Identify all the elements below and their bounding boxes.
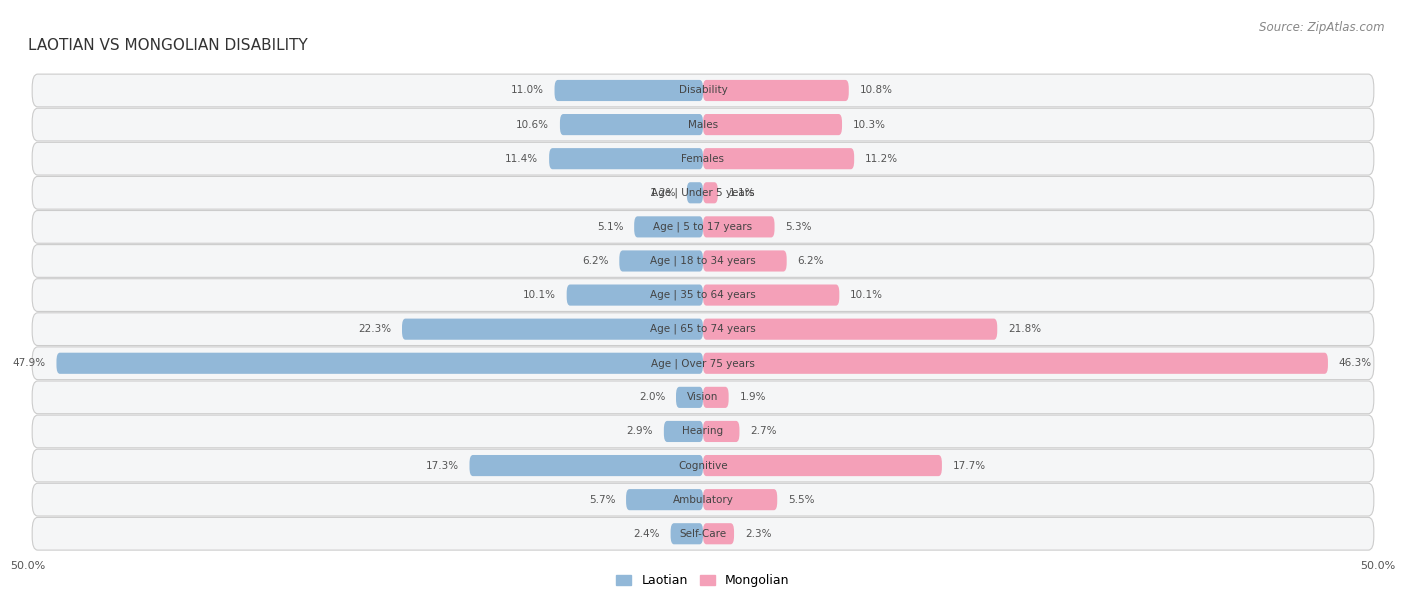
Text: 5.1%: 5.1% — [598, 222, 623, 232]
FancyBboxPatch shape — [32, 449, 1374, 482]
FancyBboxPatch shape — [703, 250, 787, 272]
Text: Age | 35 to 64 years: Age | 35 to 64 years — [650, 290, 756, 300]
FancyBboxPatch shape — [32, 278, 1374, 312]
Text: 1.9%: 1.9% — [740, 392, 766, 402]
FancyBboxPatch shape — [703, 285, 839, 305]
Text: Vision: Vision — [688, 392, 718, 402]
Text: Age | Under 5 years: Age | Under 5 years — [651, 187, 755, 198]
Text: Self-Care: Self-Care — [679, 529, 727, 539]
FancyBboxPatch shape — [703, 489, 778, 510]
Text: 6.2%: 6.2% — [797, 256, 824, 266]
FancyBboxPatch shape — [626, 489, 703, 510]
Legend: Laotian, Mongolian: Laotian, Mongolian — [612, 569, 794, 592]
Text: 2.4%: 2.4% — [633, 529, 659, 539]
FancyBboxPatch shape — [32, 176, 1374, 209]
Text: 10.1%: 10.1% — [523, 290, 555, 300]
Text: Age | 5 to 17 years: Age | 5 to 17 years — [654, 222, 752, 232]
FancyBboxPatch shape — [32, 143, 1374, 175]
Text: Ambulatory: Ambulatory — [672, 494, 734, 505]
Text: 17.7%: 17.7% — [953, 461, 986, 471]
FancyBboxPatch shape — [32, 74, 1374, 107]
FancyBboxPatch shape — [32, 415, 1374, 448]
Text: 17.3%: 17.3% — [426, 461, 458, 471]
FancyBboxPatch shape — [703, 216, 775, 237]
Text: 10.3%: 10.3% — [853, 119, 886, 130]
Text: 11.4%: 11.4% — [505, 154, 538, 163]
Text: 1.1%: 1.1% — [728, 188, 755, 198]
Text: 2.7%: 2.7% — [751, 427, 776, 436]
FancyBboxPatch shape — [554, 80, 703, 101]
Text: 21.8%: 21.8% — [1008, 324, 1042, 334]
FancyBboxPatch shape — [32, 313, 1374, 346]
FancyBboxPatch shape — [32, 483, 1374, 516]
Text: 5.3%: 5.3% — [786, 222, 811, 232]
Text: 1.2%: 1.2% — [650, 188, 676, 198]
FancyBboxPatch shape — [402, 319, 703, 340]
Text: 46.3%: 46.3% — [1339, 358, 1372, 368]
Text: Age | 18 to 34 years: Age | 18 to 34 years — [650, 256, 756, 266]
FancyBboxPatch shape — [703, 114, 842, 135]
Text: Disability: Disability — [679, 86, 727, 95]
FancyBboxPatch shape — [703, 455, 942, 476]
Text: 10.8%: 10.8% — [859, 86, 893, 95]
Text: Source: ZipAtlas.com: Source: ZipAtlas.com — [1260, 21, 1385, 34]
FancyBboxPatch shape — [703, 319, 997, 340]
FancyBboxPatch shape — [32, 381, 1374, 414]
Text: LAOTIAN VS MONGOLIAN DISABILITY: LAOTIAN VS MONGOLIAN DISABILITY — [28, 38, 308, 53]
Text: 2.3%: 2.3% — [745, 529, 772, 539]
FancyBboxPatch shape — [703, 387, 728, 408]
FancyBboxPatch shape — [671, 523, 703, 544]
FancyBboxPatch shape — [32, 347, 1374, 379]
FancyBboxPatch shape — [619, 250, 703, 272]
FancyBboxPatch shape — [634, 216, 703, 237]
FancyBboxPatch shape — [56, 353, 703, 374]
Text: 11.0%: 11.0% — [510, 86, 544, 95]
FancyBboxPatch shape — [32, 108, 1374, 141]
Text: Females: Females — [682, 154, 724, 163]
FancyBboxPatch shape — [32, 517, 1374, 550]
FancyBboxPatch shape — [32, 211, 1374, 243]
Text: Males: Males — [688, 119, 718, 130]
Text: Hearing: Hearing — [682, 427, 724, 436]
Text: Cognitive: Cognitive — [678, 461, 728, 471]
Text: 2.0%: 2.0% — [638, 392, 665, 402]
FancyBboxPatch shape — [703, 523, 734, 544]
FancyBboxPatch shape — [560, 114, 703, 135]
FancyBboxPatch shape — [567, 285, 703, 305]
Text: 22.3%: 22.3% — [359, 324, 391, 334]
FancyBboxPatch shape — [550, 148, 703, 170]
FancyBboxPatch shape — [32, 245, 1374, 277]
Text: 5.5%: 5.5% — [787, 494, 814, 505]
Text: 11.2%: 11.2% — [865, 154, 898, 163]
FancyBboxPatch shape — [703, 148, 855, 170]
FancyBboxPatch shape — [664, 421, 703, 442]
Text: 47.9%: 47.9% — [13, 358, 45, 368]
FancyBboxPatch shape — [686, 182, 703, 203]
Text: 5.7%: 5.7% — [589, 494, 616, 505]
Text: 6.2%: 6.2% — [582, 256, 609, 266]
Text: Age | Over 75 years: Age | Over 75 years — [651, 358, 755, 368]
FancyBboxPatch shape — [703, 353, 1327, 374]
Text: 2.9%: 2.9% — [627, 427, 652, 436]
FancyBboxPatch shape — [703, 182, 718, 203]
FancyBboxPatch shape — [676, 387, 703, 408]
Text: 10.6%: 10.6% — [516, 119, 550, 130]
FancyBboxPatch shape — [703, 421, 740, 442]
Text: Age | 65 to 74 years: Age | 65 to 74 years — [650, 324, 756, 334]
Text: 10.1%: 10.1% — [851, 290, 883, 300]
FancyBboxPatch shape — [470, 455, 703, 476]
FancyBboxPatch shape — [703, 80, 849, 101]
